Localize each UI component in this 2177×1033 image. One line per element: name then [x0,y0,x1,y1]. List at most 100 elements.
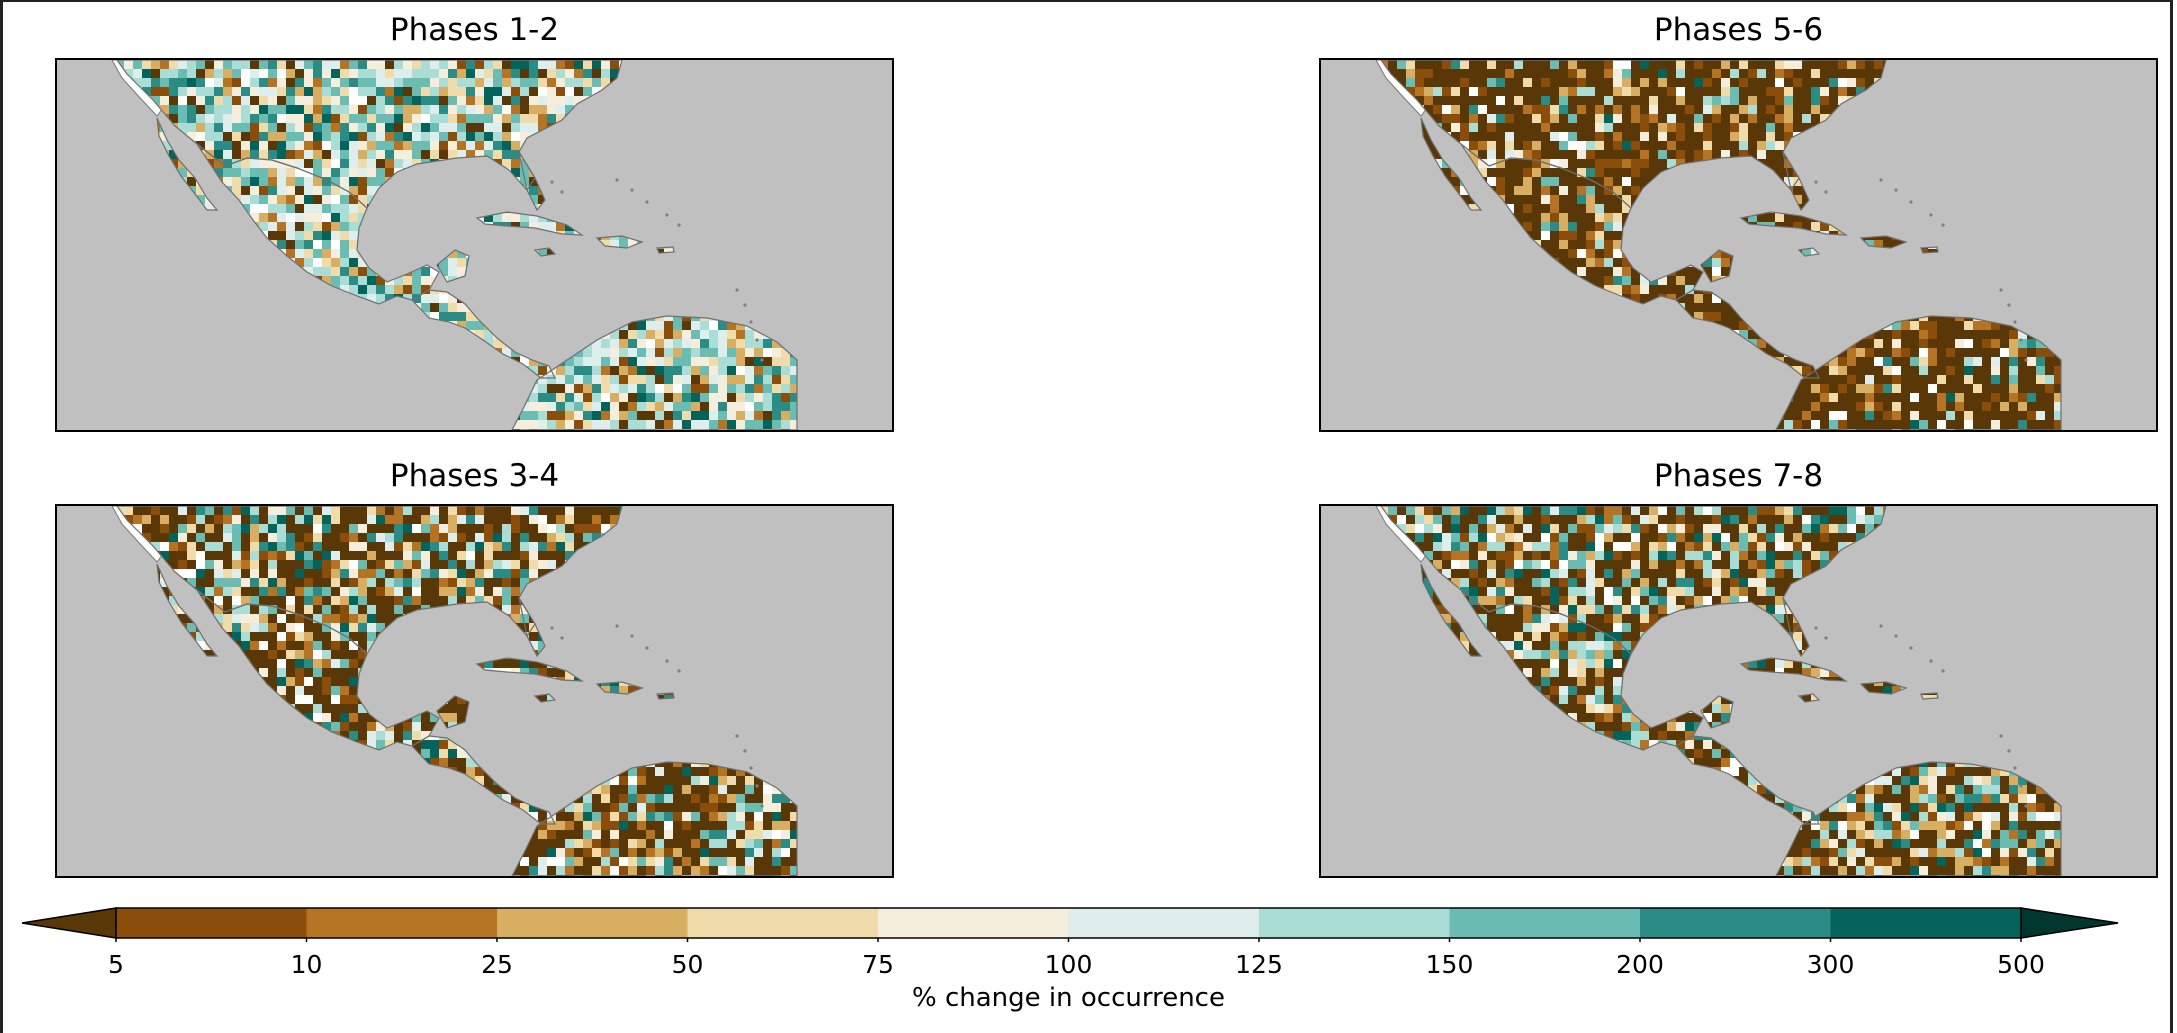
colorbar-segment [306,908,498,938]
coastline [518,151,546,212]
colorbar-tick-label: 25 [481,950,513,979]
colorbar-tick-label: 75 [862,950,894,979]
coastline [518,597,546,658]
island [1909,200,1913,204]
panel-title: Phases 5-6 [1653,12,1824,48]
island [760,804,764,808]
colorbar-tick-label: 500 [1997,950,2045,979]
island [1929,213,1933,217]
island [2019,784,2023,788]
island [1999,734,2003,738]
coastline [196,143,440,305]
island [1814,180,1818,184]
panel-title: Phases 1-2 [389,12,560,48]
island [630,634,634,638]
island [550,180,554,184]
island [2007,749,2011,753]
island [1824,190,1828,194]
coastline [1775,315,2062,430]
colorbar-segment [878,908,1069,938]
island [735,288,739,292]
coastline [656,246,675,254]
colorbar-tick-label: 50 [671,950,704,979]
island [2013,766,2017,770]
coastline [1797,693,1821,703]
island [749,766,753,770]
colorbar-segment [1449,908,1641,938]
coastline [196,589,440,751]
panel-title: Phases 7-8 [1653,458,1824,494]
island [615,624,619,628]
island [677,669,681,673]
colorbar-tick-label: 300 [1806,950,1855,979]
colorbar-segment [1830,908,2022,938]
island [645,646,649,650]
island [550,626,554,630]
coastline [1675,735,1820,825]
island [743,303,747,307]
panel-title: Phases 3-4 [389,458,560,494]
island [749,320,753,324]
island [2024,804,2028,808]
coastline [1920,692,1939,700]
island [677,223,681,227]
coastline [1739,211,1849,236]
coastline [1420,563,1483,657]
coastline [511,315,798,430]
colorbar-tick-label: 5 [108,950,124,979]
coastline [1797,247,1821,257]
island [1894,634,1898,638]
island [1941,223,1945,227]
colorbar-segment [116,908,307,938]
island [2024,358,2028,362]
island [2013,320,2017,324]
island [1941,669,1945,673]
island [1879,178,1883,182]
map-panel-phases-3-4: Phases 3-4 [55,458,894,878]
colorbar-segment [687,908,879,938]
island [735,734,739,738]
island [615,178,619,182]
coastline [156,563,219,657]
coastline [436,695,470,729]
island [645,200,649,204]
map-area [1319,504,2158,878]
island [1824,636,1828,640]
colorbar-segment [1640,908,1831,938]
coastline [1859,235,1908,249]
island [665,213,669,217]
island [2019,338,2023,342]
coastline [1460,589,1704,751]
map-area [55,504,894,878]
coastline [1859,681,1908,695]
coastline [436,249,470,283]
map-area [1319,58,2158,432]
coastline [1420,117,1483,211]
map-panel-phases-1-2: Phases 1-2 [55,12,894,432]
land-data-field [117,506,797,876]
island [630,188,634,192]
coastline [475,211,585,236]
coastline [1775,761,2062,876]
island [2007,303,2011,307]
land-data-field [1381,506,2061,876]
colorbar-tick-label: 100 [1044,950,1093,979]
island [1879,624,1883,628]
coastline [595,681,644,695]
colorbar-segment [1068,908,1260,938]
map-panel-phases-7-8: Phases 7-8 [1319,458,2158,878]
colorbar-over-extension [2020,907,2119,939]
colorbar-segment [497,908,688,938]
island [1814,626,1818,630]
coastline [411,289,556,379]
coastline [656,692,675,700]
coastline [1700,249,1734,283]
coastline [1675,289,1820,379]
coastline [1700,695,1734,729]
colorbar-tick-label: 150 [1425,950,1474,979]
island [743,749,747,753]
coastline [533,247,557,257]
island [560,636,564,640]
colorbar-tick-label: 125 [1235,950,1283,979]
